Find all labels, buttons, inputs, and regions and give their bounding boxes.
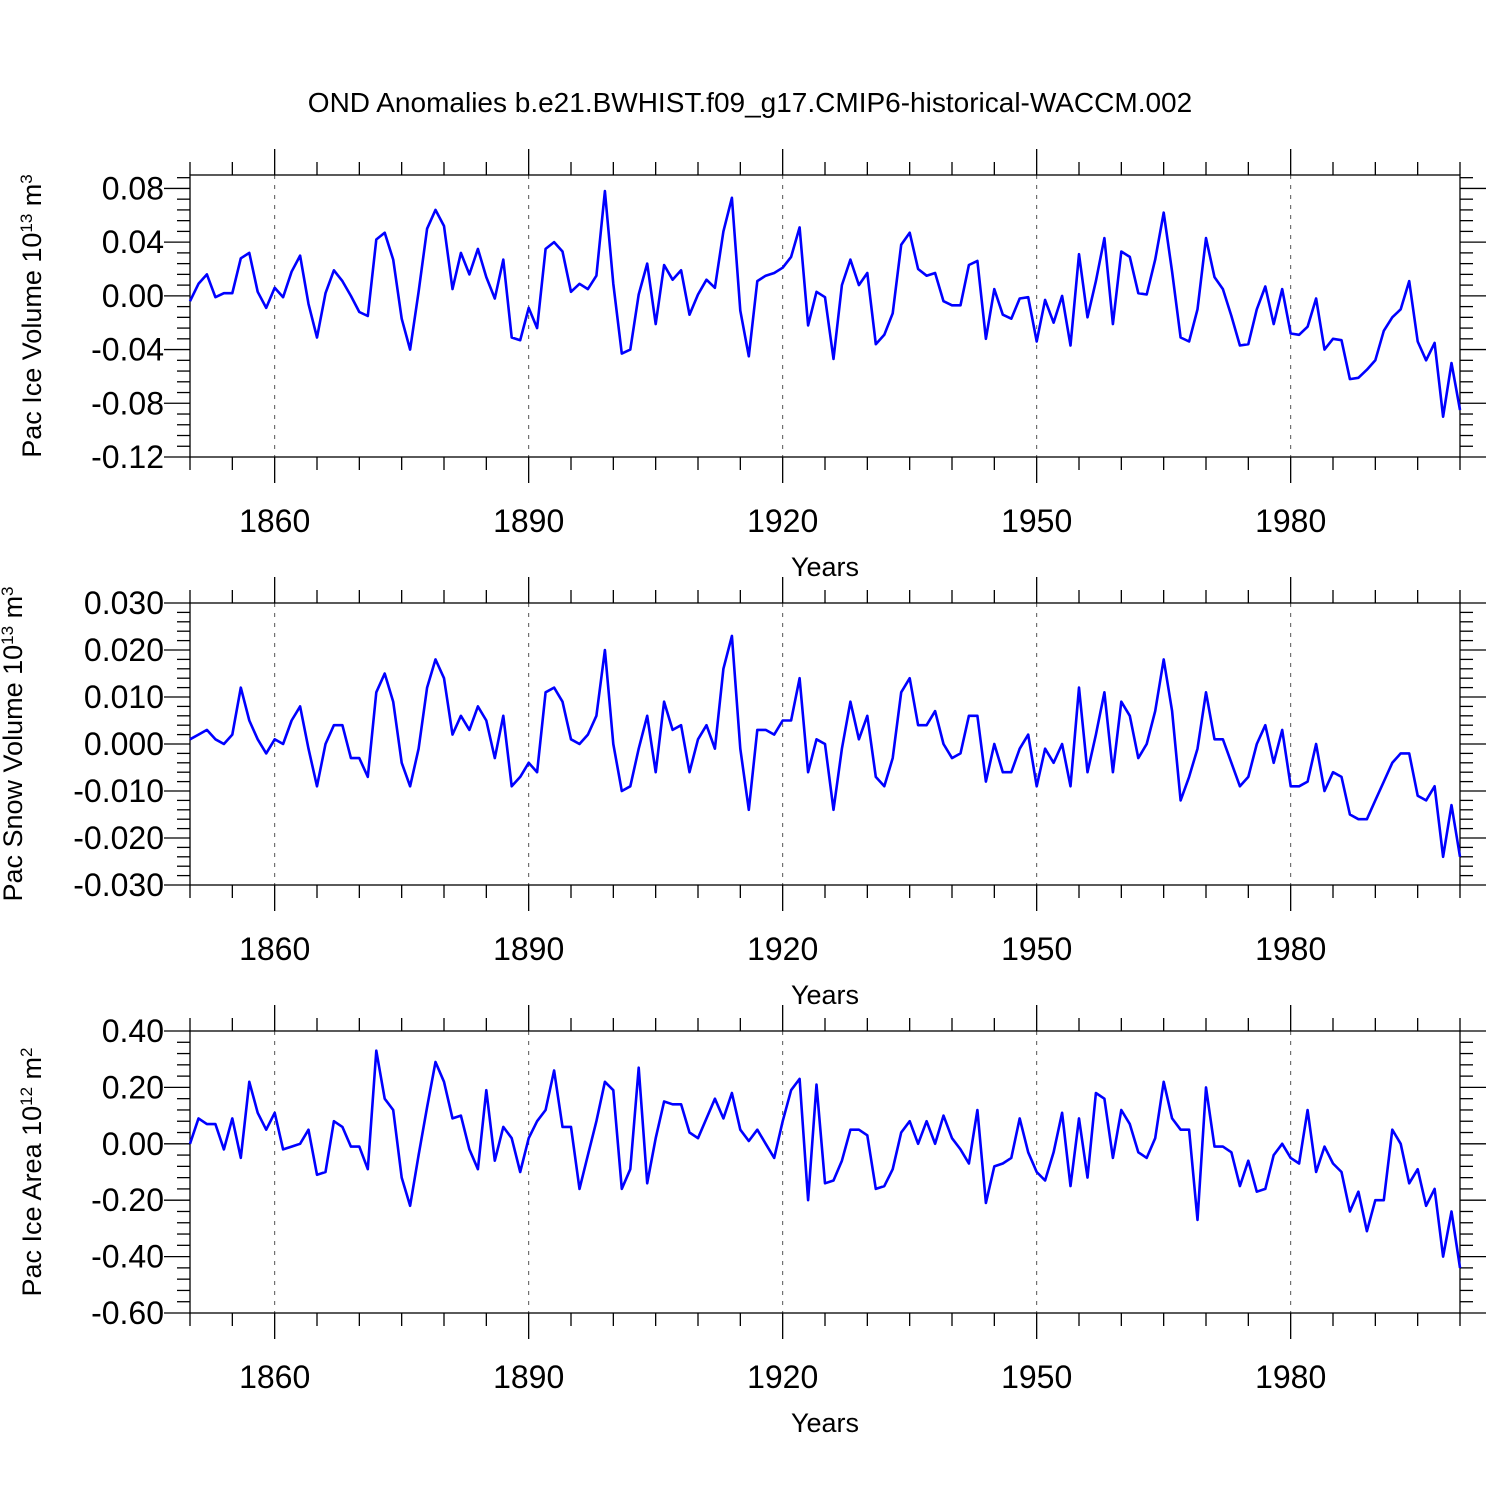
y-tick-label: -0.12: [91, 439, 164, 475]
x-tick-label: 1890: [493, 503, 564, 539]
y-axis-label-superscript: 12: [17, 1087, 36, 1106]
y-axis-label-part: m: [17, 1057, 47, 1087]
y-axis-label-superscript: 3: [0, 586, 17, 595]
x-tick-label: 1980: [1255, 1359, 1326, 1395]
panel-snow-volume: -0.030 -0.020 -0.010 0.000 0.010 0.020 0.030 18…: [0, 577, 1486, 1010]
y-axis-label-superscript: 3: [17, 174, 36, 183]
x-tick-label: 1920: [747, 1359, 818, 1395]
x-axis-label: Years: [791, 1408, 859, 1438]
x-tick-label: 1860: [239, 1359, 310, 1395]
x-tick-label: 1860: [239, 503, 310, 539]
y-axis-label-part: Pac Snow Volume 10: [0, 645, 28, 902]
x-tick-label: 1980: [1255, 503, 1326, 539]
y-axis-label: Pac Snow Volume 1013 m3: [0, 586, 28, 901]
y-axis-label-part: Pac Ice Area 10: [17, 1106, 47, 1297]
y-tick-label: -0.20: [91, 1182, 164, 1218]
x-tick-label: 1950: [1001, 503, 1072, 539]
y-tick-label: 0.020: [84, 632, 164, 668]
x-tick-label: 1890: [493, 931, 564, 967]
x-tick-label: 1950: [1001, 931, 1072, 967]
y-tick-label: -0.40: [91, 1239, 164, 1275]
y-tick-label: 0.000: [84, 726, 164, 762]
x-tick-label: 1920: [747, 503, 818, 539]
y-axis-label-part: Pac Ice Volume 10: [17, 233, 47, 458]
y-axis-label-superscript: 13: [0, 626, 17, 645]
y-tick-label: 0.40: [102, 1013, 164, 1049]
y-tick-label: -0.08: [91, 385, 164, 421]
x-axis-label: Years: [791, 980, 859, 1010]
y-tick-label: -0.030: [73, 867, 164, 903]
y-tick-label: 0.00: [102, 1126, 164, 1162]
y-axis-label-superscript: 2: [17, 1047, 36, 1056]
y-tick-label: 0.00: [102, 278, 164, 314]
series-line: [189, 634, 1462, 859]
y-tick-label: 0.04: [102, 224, 164, 260]
y-axis-label-superscript: 13: [17, 214, 36, 233]
y-axis-label: Pac Ice Volume 1013 m3: [17, 174, 48, 458]
series-line: [188, 1049, 1462, 1269]
y-axis-label: Pac Ice Area 1012 m2: [17, 1047, 48, 1296]
y-tick-label: -0.04: [91, 332, 164, 368]
x-tick-label: 1950: [1001, 1359, 1072, 1395]
x-tick-label: 1980: [1255, 931, 1326, 967]
chart-title: OND Anomalies b.e21.BWHIST.f09_g17.CMIP6…: [308, 87, 1192, 118]
x-tick-label: 1860: [239, 931, 310, 967]
y-tick-label: 0.08: [102, 170, 164, 206]
y-axis-label-part: m: [17, 184, 47, 214]
y-tick-label: 0.010: [84, 679, 164, 715]
y-axis-label-part: m: [0, 596, 28, 626]
panel-ice-area: -0.60 -0.40 -0.20 0.00 0.20 0.40 1860 1890 1920 1…: [17, 1005, 1486, 1438]
y-tick-label: 0.20: [102, 1069, 164, 1105]
y-tick-label: 0.030: [84, 585, 164, 621]
series-line: [188, 189, 1462, 419]
y-tick-label: -0.010: [73, 773, 164, 809]
y-tick-label: -0.60: [91, 1295, 164, 1331]
x-tick-label: 1920: [747, 931, 818, 967]
y-tick-label: -0.020: [73, 820, 164, 856]
plot-frame: [189, 174, 1461, 458]
x-axis-label: Years: [791, 552, 859, 582]
panel-ice-volume: -0.12 -0.08 -0.04 0.00 0.04 0.08 1860 1890 1920 1…: [17, 149, 1486, 582]
x-tick-label: 1890: [493, 1359, 564, 1395]
